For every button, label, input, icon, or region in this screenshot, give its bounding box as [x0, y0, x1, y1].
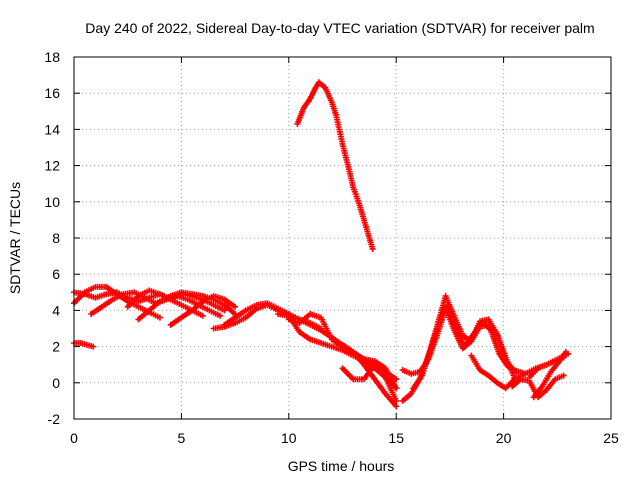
series-s17 — [410, 302, 520, 392]
y-tick-label: 14 — [44, 121, 60, 137]
series-s13 — [361, 356, 400, 392]
x-tick-label: 25 — [603, 430, 619, 446]
x-tick-label: 10 — [281, 430, 297, 446]
y-tick-label: 16 — [44, 85, 60, 101]
x-axis-label: GPS time / hours — [288, 458, 395, 474]
series-s1 — [71, 340, 97, 350]
series-s12 — [339, 361, 400, 404]
series-markers — [71, 340, 97, 350]
y-tick-label: 6 — [52, 266, 60, 282]
series-s19 — [509, 372, 567, 401]
x-tick-label: 15 — [388, 430, 404, 446]
series-markers — [399, 292, 518, 404]
series-markers — [509, 372, 567, 401]
y-tick-label: 8 — [52, 230, 60, 246]
chart-title: Day 240 of 2022, Sidereal Day-to-day VTE… — [85, 20, 594, 36]
series-s6 — [135, 289, 239, 323]
series-markers — [167, 292, 239, 328]
series-markers — [361, 356, 400, 392]
series-markers — [410, 302, 520, 392]
y-tick-label: 4 — [52, 302, 60, 318]
y-tick-label: 18 — [44, 49, 60, 65]
y-axis-label: SDTVAR / TECUs — [7, 182, 23, 294]
series-s11 — [285, 311, 400, 410]
series-markers — [285, 311, 400, 410]
axis-ticks: 0 5 10 15 20 25 -2 0 2 4 6 8 10 12 14 16 18 — [44, 49, 619, 446]
y-tick-label: 10 — [44, 194, 60, 210]
y-tick-label: 2 — [52, 339, 60, 355]
data-points — [71, 79, 571, 410]
x-tick-label: 0 — [70, 430, 78, 446]
series-markers — [135, 289, 239, 323]
y-tick-label: 0 — [52, 375, 60, 391]
series-s16 — [399, 292, 518, 404]
y-tick-label: -2 — [48, 411, 61, 427]
y-tick-label: 12 — [44, 158, 60, 174]
x-tick-label: 5 — [178, 430, 186, 446]
x-tick-label: 20 — [496, 430, 512, 446]
series-s14 — [294, 79, 376, 252]
series-s7 — [167, 292, 239, 328]
series-markers — [294, 79, 376, 252]
grid-lines — [74, 57, 611, 419]
series-s21 — [526, 354, 567, 381]
series-markers — [339, 361, 400, 404]
series-markers — [526, 354, 567, 381]
